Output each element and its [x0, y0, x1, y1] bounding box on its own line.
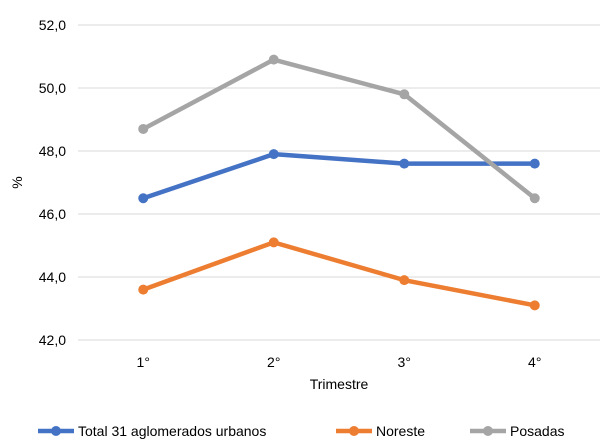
legend-item: Noreste — [336, 423, 425, 439]
legend-marker — [349, 426, 359, 436]
series-2 — [138, 237, 540, 311]
series-group — [138, 54, 540, 311]
data-point — [138, 123, 149, 134]
series-1 — [138, 149, 540, 204]
data-point — [399, 158, 410, 169]
legend-label: Total 31 aglomerados urbanos — [78, 423, 266, 439]
data-point — [529, 158, 540, 169]
legend: Total 31 aglomerados urbanos Noreste Posad… — [38, 423, 564, 439]
data-point — [138, 284, 149, 295]
series-line — [141, 151, 537, 201]
y-tick-label: 52,0 — [39, 17, 66, 33]
y-tick-label: 44,0 — [39, 269, 66, 285]
legend-label: Noreste — [376, 423, 425, 439]
data-point — [529, 300, 540, 311]
series-line — [141, 240, 537, 308]
series-line — [141, 57, 537, 201]
y-axis-title: % — [9, 176, 25, 188]
legend-marker — [51, 426, 61, 436]
legend-item: Total 31 aglomerados urbanos — [38, 423, 266, 439]
x-axis-title: Trimestre — [310, 376, 369, 392]
x-tick-label: 3° — [398, 354, 411, 370]
legend-item: Posadas — [470, 423, 564, 439]
legend-marker — [483, 426, 493, 436]
y-axis-ticks: 42,0 44,0 46,0 48,0 50,0 52,0 — [39, 17, 66, 348]
x-tick-label: 1° — [137, 354, 150, 370]
legend-label: Posadas — [510, 423, 564, 439]
data-point — [399, 275, 410, 286]
data-point — [268, 54, 279, 65]
data-point — [268, 237, 279, 248]
data-point — [529, 193, 540, 204]
data-point — [138, 193, 149, 204]
gridlines — [78, 24, 600, 341]
y-tick-label: 50,0 — [39, 80, 66, 96]
x-tick-label: 4° — [528, 354, 541, 370]
y-tick-label: 42,0 — [39, 332, 66, 348]
x-axis-ticks: 1° 2° 3° 4° — [137, 354, 542, 370]
y-tick-label: 48,0 — [39, 143, 66, 159]
series-3 — [138, 54, 540, 204]
data-point — [268, 149, 279, 160]
y-tick-label: 46,0 — [39, 206, 66, 222]
data-point — [399, 89, 410, 100]
x-tick-label: 2° — [267, 354, 280, 370]
